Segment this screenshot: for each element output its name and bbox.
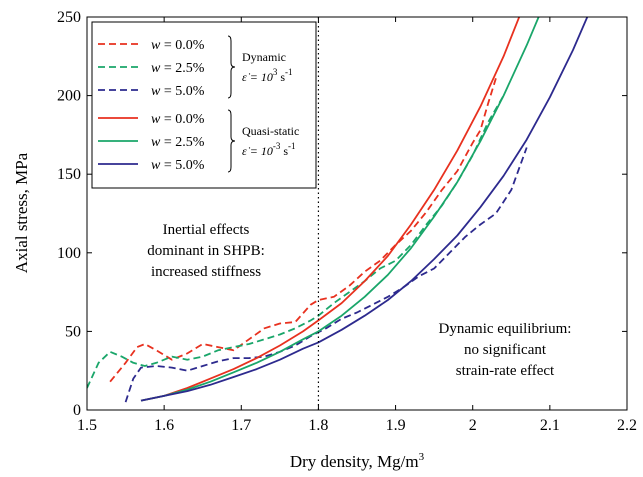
y-tick-label: 150 (57, 166, 81, 183)
legend-group-brace (227, 35, 236, 99)
y-tick-label: 0 (73, 402, 81, 419)
annotation-line: Inertial effects (163, 222, 250, 238)
legend: w = 0.0% w = 2.5% w = 5.0% w = 0.0% w = 2.5%… (91, 21, 317, 189)
plot-frame (86, 16, 628, 411)
y-tick-label: 50 (65, 323, 81, 340)
legend-box (91, 21, 317, 189)
x-tick-label: 1.6 (154, 417, 174, 434)
legend-entry-label: w = 2.5% (151, 61, 205, 76)
legend-group-rate: ε̇ = 10-3 s-1 (242, 141, 296, 158)
annotation-line: dominant in SHPB: (147, 243, 265, 259)
x-tick-label: 1.9 (386, 417, 406, 434)
series-layer (87, 17, 589, 403)
legend-entry-label: w = 2.5% (151, 135, 205, 150)
y-axis-label: Axial stress, MPa (12, 152, 31, 273)
series-line-quasi-static-2 (140, 17, 589, 402)
y-tick-label: 100 (57, 245, 81, 262)
legend-entry-label: w = 0.0% (151, 38, 205, 53)
annotation-line: no significant (464, 342, 547, 358)
annotation-line: increased stiffness (151, 264, 261, 280)
legend-group-label: Quasi-static (242, 124, 299, 138)
series-line-quasi-static-0 (140, 17, 521, 402)
x-tick-label: 1.7 (231, 417, 251, 434)
y-tick-label: 200 (57, 88, 81, 105)
x-tick-label: 2.2 (617, 417, 637, 434)
annotation-inertial-effects: Inertial effects dominant in SHPB: increas… (147, 222, 265, 280)
x-tick-label: 2.1 (540, 417, 560, 434)
x-tick-label: 2 (469, 417, 477, 434)
x-axis-label: Dry density, Mg/m3 (290, 451, 425, 471)
series-line-quasi-static-1 (140, 17, 540, 402)
y-tick-label: 250 (57, 9, 81, 26)
legend-entry-label: w = 0.0% (151, 112, 205, 127)
series-line-dynamic-1 (87, 95, 505, 389)
legend-entry-label: w = 5.0% (151, 158, 205, 173)
legend-group-label: Dynamic (242, 50, 286, 64)
annotation-dynamic-equilibrium: Dynamic equilibrium: no significant strain… (439, 321, 572, 379)
annotation-line: Dynamic equilibrium: (439, 321, 572, 337)
legend-group-brace (227, 109, 236, 173)
ticks-layer: 1.5 1.6 1.7 1.8 1.9 2 2.1 2.2 0 50 100 150 200 250 (57, 9, 637, 434)
legend-entry-label: w = 5.0% (151, 84, 205, 99)
x-tick-label: 1.8 (308, 417, 328, 434)
x-tick-label: 1.5 (77, 417, 97, 434)
annotation-line: strain-rate effect (456, 363, 555, 379)
series-line-dynamic-0 (109, 78, 497, 383)
legend-group-rate: ε̇ = 103 s-1 (242, 67, 293, 84)
